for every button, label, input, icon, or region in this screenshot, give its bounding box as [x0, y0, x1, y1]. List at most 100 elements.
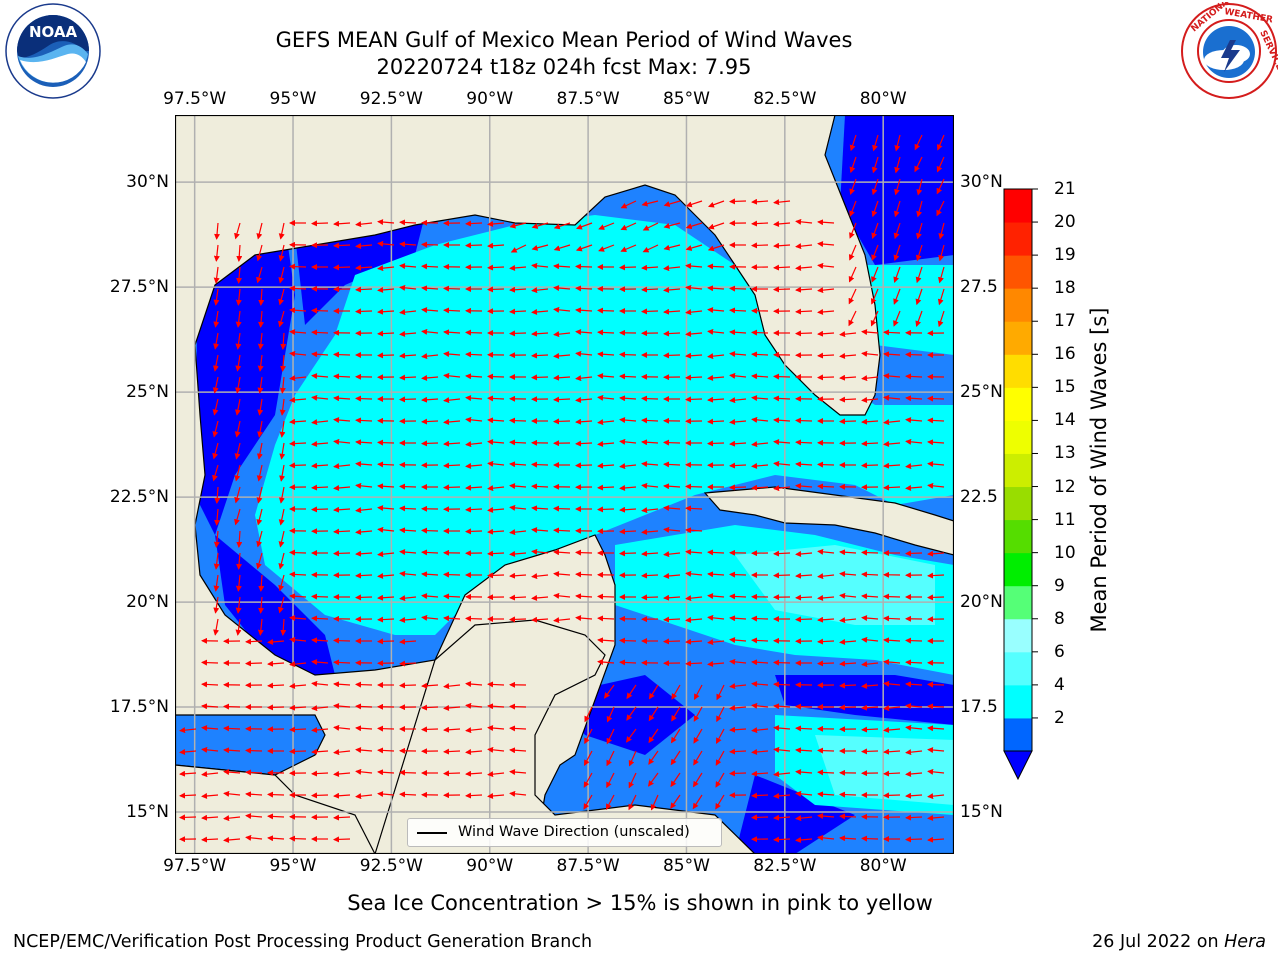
colorbar-segment	[1004, 552, 1032, 587]
colorbar-segment	[1004, 189, 1032, 223]
wind-arrow	[597, 329, 615, 336]
wind-arrow	[795, 243, 813, 250]
wind-arrow	[861, 835, 879, 842]
wind-arrow	[509, 439, 527, 446]
wind-arrow	[708, 200, 725, 208]
wind-arrow	[849, 200, 857, 217]
wind-arrow	[223, 725, 241, 732]
wind-arrow	[663, 244, 681, 251]
noaa-logo: NOAA	[4, 2, 102, 100]
wind-arrow	[256, 442, 263, 460]
lon-tick-label: 80°W	[859, 856, 907, 876]
wind-arrow	[936, 134, 945, 151]
wind-arrow	[597, 307, 615, 314]
wind-arrow	[443, 726, 461, 733]
wind-arrow	[871, 156, 879, 174]
wind-arrow	[443, 571, 461, 578]
wind-arrow	[465, 220, 483, 227]
wind-arrow	[234, 442, 241, 460]
wind-arrow	[201, 681, 219, 688]
colorbar-tick-label: 6	[1054, 641, 1065, 662]
wind-arrow	[311, 792, 329, 799]
wind-arrow	[443, 440, 461, 447]
wind-arrow	[377, 572, 395, 579]
wind-arrow	[707, 549, 725, 556]
wind-arrow	[487, 417, 505, 424]
lon-tick-label: 80°W	[859, 89, 907, 109]
wind-arrow	[641, 395, 659, 402]
wind-arrow	[223, 790, 241, 797]
wind-arrow	[619, 417, 637, 424]
wind-arrow	[234, 508, 241, 526]
wind-arrow	[839, 396, 857, 403]
wind-arrow	[685, 595, 703, 602]
wind-arrow	[465, 441, 483, 448]
wind-arrow	[861, 661, 879, 668]
footer-date: 26 Jul 2022 on Hera	[1092, 932, 1266, 952]
wind-arrow	[421, 263, 439, 270]
wind-arrow	[213, 552, 220, 570]
wind-arrow	[234, 222, 241, 240]
colorbar-tick-label: 9	[1054, 575, 1065, 596]
wind-arrow	[905, 749, 923, 756]
wind-arrow	[861, 350, 879, 357]
wind-arrow	[553, 396, 571, 403]
wind-arrow	[531, 308, 549, 315]
wind-arrow	[333, 703, 351, 710]
wind-arrow	[817, 352, 835, 359]
wind-arrow	[333, 550, 351, 557]
wind-arrow	[642, 244, 659, 253]
wind-arrow	[289, 375, 307, 382]
wind-arrow	[311, 419, 329, 426]
wind-arrow	[773, 264, 791, 271]
wind-arrow	[707, 660, 725, 667]
wind-arrow	[849, 222, 857, 239]
wind-arrow	[289, 682, 307, 689]
wind-arrow	[256, 244, 263, 262]
wind-arrow	[531, 616, 549, 623]
wind-arrow	[751, 484, 769, 491]
wind-arrow	[663, 616, 681, 623]
wind-arrow	[311, 329, 329, 336]
wind-arrow	[531, 548, 549, 555]
wind-arrow	[671, 684, 681, 700]
wind-arrow	[421, 571, 439, 578]
colorbar	[1003, 188, 1038, 781]
wind-arrow	[817, 461, 835, 468]
wind-arrow	[883, 705, 901, 712]
wind-direction-arrows	[179, 134, 945, 843]
wind-arrow	[905, 438, 923, 445]
wind-arrow	[311, 680, 329, 687]
wind-arrow	[916, 178, 923, 196]
wind-arrow	[795, 790, 813, 797]
wind-arrow	[234, 398, 241, 416]
wind-arrow	[773, 395, 791, 402]
wind-arrow	[333, 484, 351, 491]
wind-arrow	[817, 747, 835, 754]
wind-arrow	[685, 200, 703, 208]
wind-arrow	[927, 439, 945, 446]
wind-arrow	[213, 574, 220, 592]
wind-arrow	[311, 394, 329, 401]
wind-arrow	[487, 264, 505, 271]
wind-arrow	[729, 704, 747, 711]
wind-arrow	[663, 483, 681, 490]
wind-arrow	[883, 792, 901, 799]
wind-arrow	[245, 813, 263, 820]
wind-arrow	[399, 769, 417, 776]
wind-arrow	[355, 286, 373, 293]
wind-arrow	[729, 571, 747, 578]
wind-arrow	[443, 683, 461, 690]
wind-arrow	[663, 352, 681, 359]
wind-arrow	[861, 329, 879, 336]
wind-arrow	[399, 284, 417, 291]
wind-arrow	[509, 747, 527, 754]
wind-arrow	[914, 156, 923, 173]
wind-arrow	[509, 550, 527, 557]
wind-arrow	[289, 396, 307, 403]
wind-arrow	[553, 222, 571, 230]
wind-arrow	[883, 373, 901, 380]
wind-arrow	[905, 637, 923, 644]
wind-arrow	[817, 219, 835, 226]
wind-arrow	[212, 464, 219, 482]
